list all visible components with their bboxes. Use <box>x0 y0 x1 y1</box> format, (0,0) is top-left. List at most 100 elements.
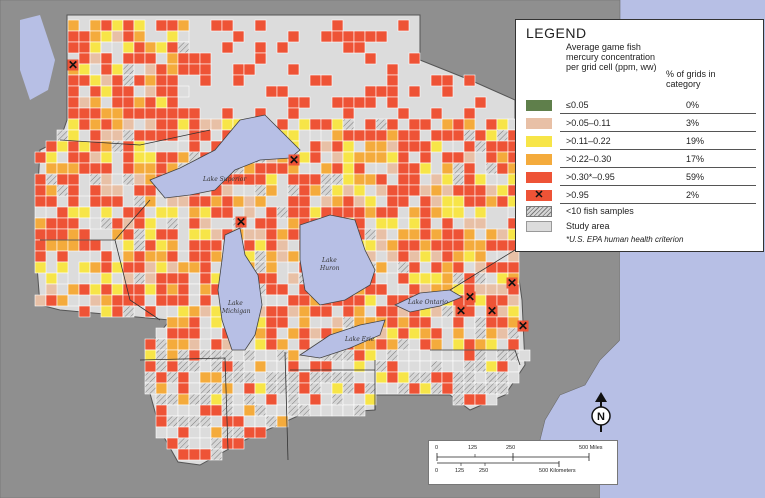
grid-cell <box>386 206 399 219</box>
grid-cell <box>309 151 322 164</box>
grid-cell <box>463 195 476 208</box>
grid-cell <box>386 118 399 131</box>
grid-cell <box>232 404 245 417</box>
grid-cell <box>155 272 168 285</box>
grid-cell <box>375 272 388 285</box>
grid-cell <box>463 228 476 241</box>
grid-cell <box>221 360 234 373</box>
grid-cell <box>56 250 69 263</box>
grid-cell <box>452 382 465 395</box>
grid-cell <box>353 129 366 142</box>
grid-cell <box>221 19 234 32</box>
grid-cell <box>496 349 509 362</box>
grid-cell <box>100 250 113 263</box>
grid-cell <box>144 74 157 87</box>
grid-cell <box>177 250 190 263</box>
grid-cell <box>155 162 168 175</box>
grid-cell <box>166 404 179 417</box>
grid-cell <box>397 140 410 153</box>
grid-cell <box>177 85 190 98</box>
grid-cell <box>100 294 113 307</box>
grid-cell <box>441 305 454 318</box>
lake-ontario <box>394 289 463 313</box>
grid-cell <box>210 239 223 252</box>
grid-cell <box>276 371 289 384</box>
grid-cell <box>331 162 344 175</box>
grid-cell <box>309 327 322 340</box>
grid-cell <box>100 129 113 142</box>
legend-x-swatch: ✕ <box>526 190 552 201</box>
grid-cell <box>320 393 333 406</box>
grid-cell <box>331 393 344 406</box>
grid-cell <box>419 272 432 285</box>
grid-cell <box>485 371 498 384</box>
grid-cell <box>331 404 344 417</box>
grid-cell <box>89 250 102 263</box>
grid-cell <box>463 162 476 175</box>
grid-cell <box>452 261 465 274</box>
grid-cell <box>276 283 289 296</box>
grid-cell <box>144 41 157 54</box>
grid-cell <box>254 162 267 175</box>
grid-cell <box>408 272 421 285</box>
grid-cell <box>188 129 201 142</box>
north-label: N <box>597 411 605 423</box>
grid-cell <box>111 195 124 208</box>
grid-cell <box>254 173 267 186</box>
grid-cell <box>210 195 223 208</box>
grid-cell <box>155 415 168 428</box>
grid-cell <box>353 393 366 406</box>
grid-cell <box>166 437 179 450</box>
grid-cell <box>166 30 179 43</box>
lake-michigan-label-1: Lake <box>227 300 243 307</box>
grid-cell <box>210 371 223 384</box>
grid-cell <box>408 382 421 395</box>
scale-km-tick: 0 <box>435 468 439 474</box>
grid-cell <box>254 404 267 417</box>
grid-cell <box>441 195 454 208</box>
grid-cell <box>397 338 410 351</box>
grid-cell <box>353 96 366 109</box>
grid-cell <box>89 41 102 54</box>
grid-cell <box>364 30 377 43</box>
grid-cell <box>166 129 179 142</box>
grid-cell <box>210 415 223 428</box>
grid-cell <box>100 151 113 164</box>
grid-cell <box>386 85 399 98</box>
grid-cell <box>254 415 267 428</box>
grid-cell <box>287 206 300 219</box>
grid-cell <box>452 162 465 175</box>
grid-cell <box>122 129 135 142</box>
grid-cell <box>144 162 157 175</box>
legend-row: <10 fish samples <box>526 204 756 220</box>
exceedance-cell <box>517 320 529 332</box>
grid-cell <box>364 393 377 406</box>
grid-cell <box>122 63 135 76</box>
grid-cells <box>34 19 531 461</box>
grid-cell <box>309 184 322 197</box>
grid-cell <box>210 118 223 131</box>
grid-cell <box>386 239 399 252</box>
grid-cell <box>78 261 91 274</box>
grid-cell <box>320 195 333 208</box>
grid-cell <box>89 63 102 76</box>
grid-cell <box>408 118 421 131</box>
grid-cell <box>155 74 168 87</box>
grid-cell <box>408 371 421 384</box>
grid-cell <box>78 118 91 131</box>
grid-cell <box>430 184 443 197</box>
exceedance-cell <box>455 305 467 317</box>
grid-cell <box>144 217 157 230</box>
grid-cell <box>276 85 289 98</box>
grid-cell <box>485 140 498 153</box>
grid-cell <box>210 327 223 340</box>
grid-cell <box>463 338 476 351</box>
scale-miles-tick: 250 <box>506 445 516 451</box>
grid-cell <box>89 30 102 43</box>
grid-cell <box>298 184 311 197</box>
grid-cell <box>474 272 487 285</box>
grid-cell <box>452 250 465 263</box>
grid-cell <box>67 30 80 43</box>
grid-cell <box>496 360 509 373</box>
grid-cell <box>474 195 487 208</box>
